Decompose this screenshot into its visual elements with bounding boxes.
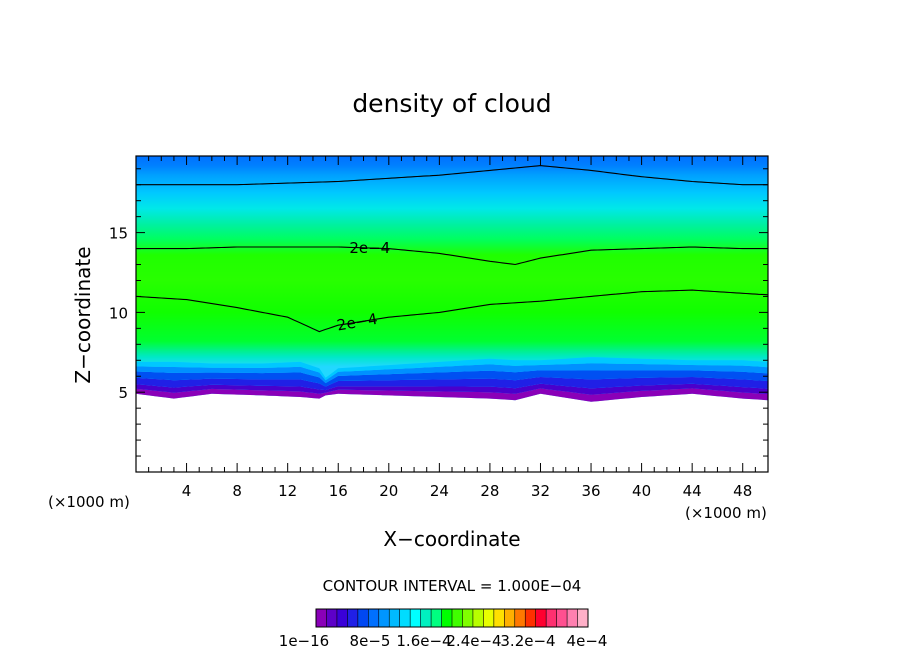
colorbar-swatch bbox=[462, 609, 474, 627]
x-unit-left: (×1000 m) bbox=[48, 493, 130, 511]
colorbar-swatch bbox=[577, 609, 589, 627]
colorbar-swatch bbox=[420, 609, 432, 627]
x-tick-label: 28 bbox=[480, 482, 499, 500]
x-axis-label: X−coordinate bbox=[383, 527, 520, 551]
colorbar-swatch bbox=[472, 609, 484, 627]
colorbar-swatch bbox=[556, 609, 568, 627]
base-band bbox=[136, 357, 768, 381]
x-tick-label: 48 bbox=[733, 482, 752, 500]
y-tick-label: 10 bbox=[109, 304, 128, 322]
x-tick-label: 32 bbox=[531, 482, 550, 500]
base-band bbox=[136, 377, 768, 391]
contour-line bbox=[136, 165, 768, 186]
colorbar-swatch bbox=[535, 609, 547, 627]
base-band bbox=[136, 383, 768, 395]
x-tick-label: 36 bbox=[581, 482, 600, 500]
colorbar-swatch bbox=[431, 609, 442, 627]
colorbar-swatch bbox=[504, 609, 516, 627]
colorbar-swatch bbox=[347, 609, 359, 627]
base-band bbox=[136, 363, 768, 384]
colorbar-label: 4e−4 bbox=[567, 632, 608, 650]
colorbar-swatch bbox=[452, 609, 463, 627]
colorbar-swatch bbox=[493, 609, 505, 627]
chart-title: density of cloud bbox=[352, 89, 551, 118]
x-tick-label: 44 bbox=[683, 482, 702, 500]
x-unit-right: (×1000 m) bbox=[685, 504, 767, 522]
colorbar-label: 2.4e−4 bbox=[446, 632, 501, 650]
cloud-field bbox=[136, 156, 768, 402]
y-tick-label: 5 bbox=[118, 384, 128, 402]
colorbar-swatch bbox=[316, 609, 327, 627]
x-tick-label: 8 bbox=[232, 482, 242, 500]
x-tick-label: 40 bbox=[632, 482, 651, 500]
colorbar-swatch bbox=[326, 609, 338, 627]
y-axis-label: Z−coordinate bbox=[71, 246, 95, 383]
plot-area: 2e−42e−4 bbox=[135, 156, 769, 402]
x-tick-label: 24 bbox=[430, 482, 449, 500]
base-band bbox=[136, 388, 768, 402]
contour-line bbox=[136, 246, 768, 266]
colorbar-swatch bbox=[514, 609, 526, 627]
contour-interval-text: CONTOUR INTERVAL = 1.000E−04 bbox=[323, 577, 582, 595]
colorbar-label: 1.6e−4 bbox=[396, 632, 451, 650]
colorbar-swatch bbox=[336, 609, 348, 627]
colorbar-swatch bbox=[399, 609, 411, 627]
base-band bbox=[136, 370, 768, 387]
colorbar-swatch bbox=[368, 609, 380, 627]
contour-label: 2e−4 bbox=[349, 239, 390, 257]
x-tick-label: 4 bbox=[182, 482, 192, 500]
colorbar-swatch bbox=[441, 609, 453, 627]
colorbar-swatch bbox=[567, 609, 578, 627]
colorbar-frame bbox=[315, 608, 589, 628]
colorbar-swatch bbox=[389, 609, 400, 627]
colorbar-swatch bbox=[357, 609, 369, 627]
contour-line bbox=[135, 289, 769, 333]
colorbar-swatch bbox=[525, 609, 536, 627]
colorbar-swatch bbox=[546, 609, 557, 627]
colorbar-label: 3.2e−4 bbox=[500, 632, 555, 650]
x-tick-label: 16 bbox=[329, 482, 348, 500]
colorbar: 1e−16 8e−5 1.6e−42.4e−43.2e−4 4e−4 bbox=[279, 608, 608, 650]
x-tick-label: 20 bbox=[379, 482, 398, 500]
y-tick-label: 15 bbox=[109, 225, 128, 243]
colorbar-swatch bbox=[483, 609, 495, 627]
colorbar-label: 1e−16 bbox=[279, 632, 329, 650]
x-tick-label: 12 bbox=[278, 482, 297, 500]
colorbar-swatch bbox=[410, 609, 421, 627]
colorbar-swatch bbox=[378, 609, 390, 627]
colorbar-label: 8e−5 bbox=[350, 632, 391, 650]
